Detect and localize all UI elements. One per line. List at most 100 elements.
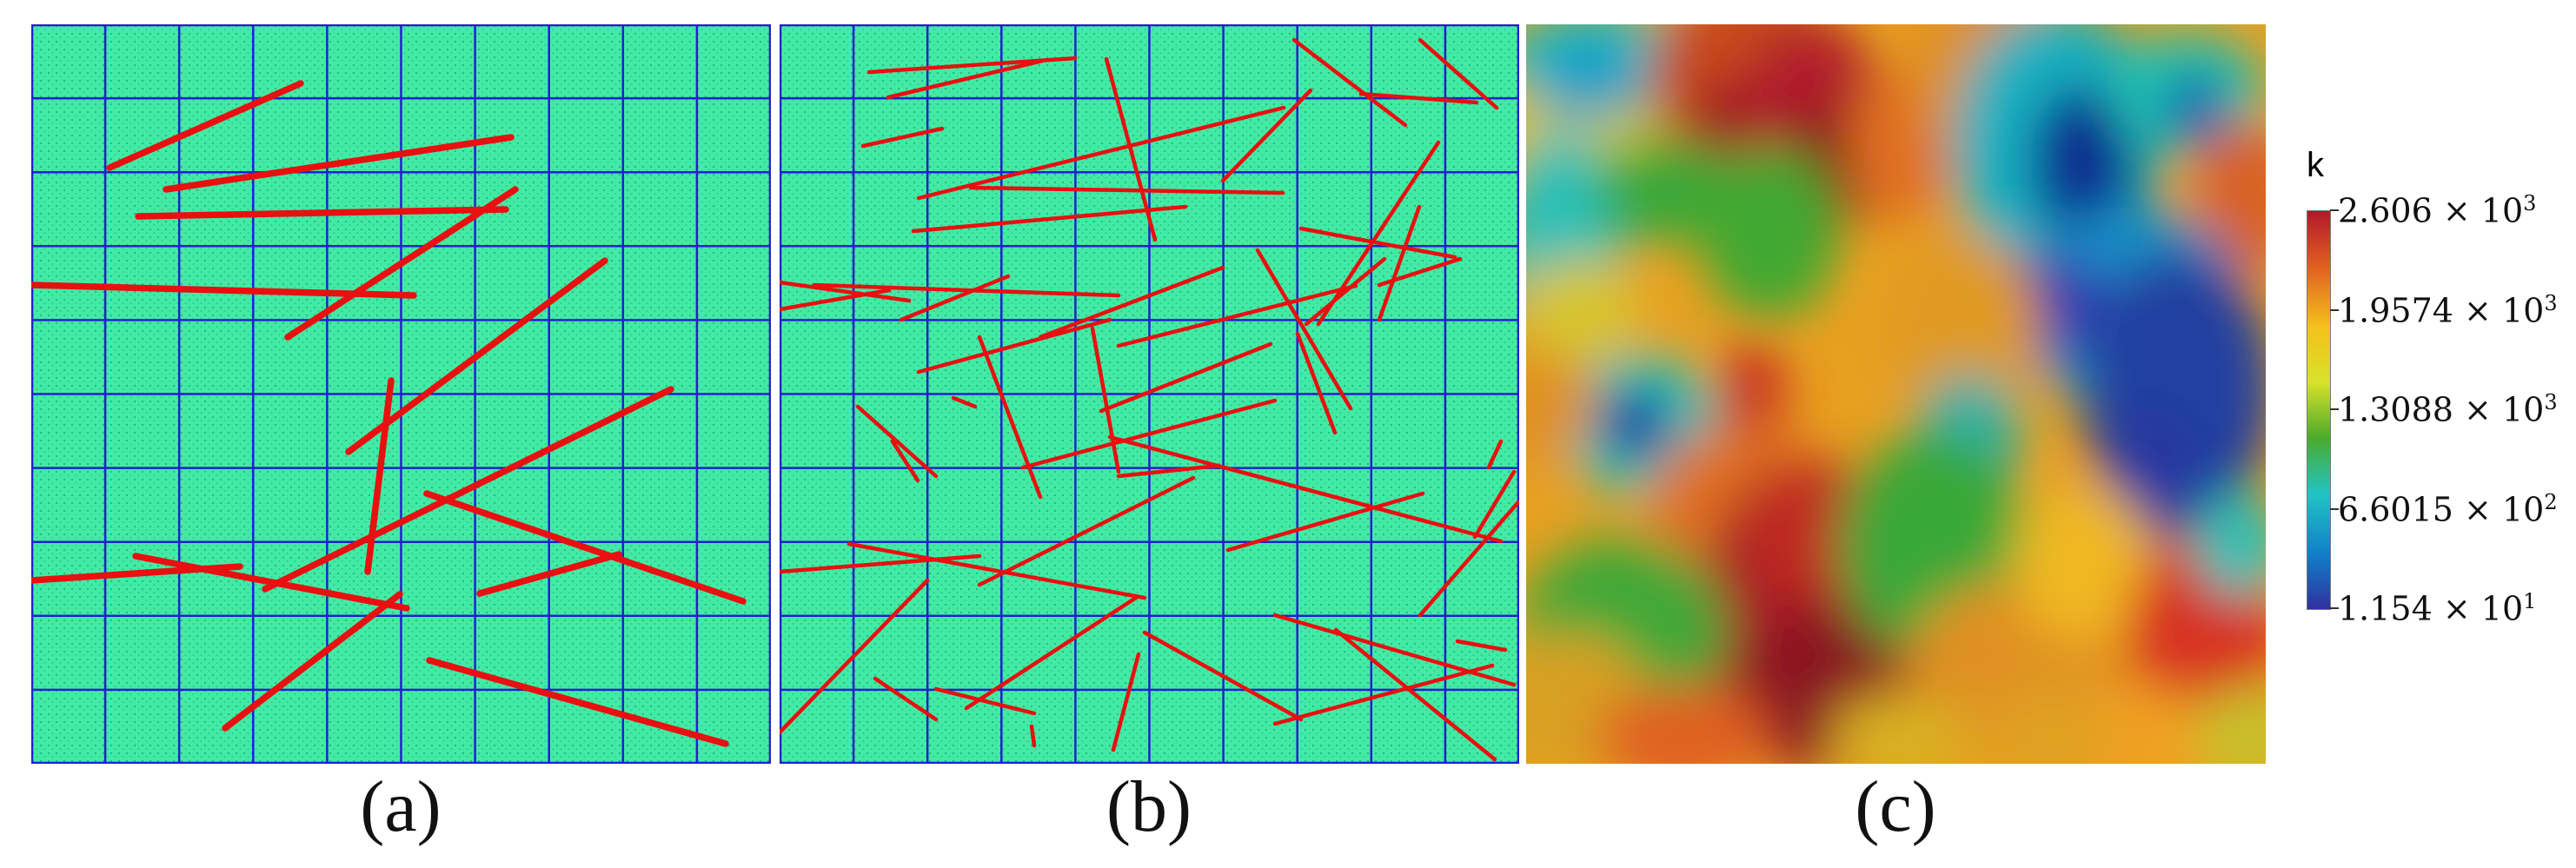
fracture-segment	[476, 551, 622, 597]
colorbar-tick	[2330, 607, 2339, 609]
fracture-segment	[964, 595, 1139, 711]
fracture-segment	[1417, 500, 1519, 618]
fracture-segment	[284, 186, 519, 341]
fracture-segment	[911, 204, 1188, 234]
fracture-segment	[1255, 248, 1353, 411]
fracture-segment	[423, 490, 747, 605]
colorbar-tick	[2330, 507, 2339, 510]
field-blob	[2195, 685, 2266, 764]
fracture-segment	[780, 578, 930, 735]
colorbar-tick-label: 1.3088 × 103	[2338, 390, 2558, 429]
field-blob	[1830, 693, 1969, 764]
field-blobs	[1526, 24, 2266, 764]
fracture-segment	[933, 686, 1037, 716]
fracture-segment	[163, 134, 515, 193]
panel-c-permeability-field	[1526, 24, 2266, 764]
field-blob	[1752, 459, 1856, 598]
fracture-segment	[1377, 204, 1422, 322]
panel-b-canvas	[780, 24, 1519, 764]
field-blob	[1596, 685, 1769, 764]
fracture-segment	[916, 317, 1112, 374]
fracture-segment	[1272, 663, 1495, 726]
fracture-segment	[951, 395, 978, 409]
colorbar-tick-label: 6.6015 × 102	[2338, 489, 2558, 529]
fracture-segment	[977, 335, 1043, 500]
fracture-segment	[1038, 265, 1225, 340]
field-blob	[2195, 494, 2266, 598]
colorbar	[2307, 210, 2331, 610]
fracture-segment	[1272, 613, 1517, 687]
fracture-segment	[916, 105, 1286, 201]
fracture-segment	[1220, 88, 1313, 183]
fracture-segment	[780, 280, 912, 303]
fracture-segment	[780, 288, 892, 312]
fracture-segment	[262, 386, 674, 593]
fracture-segment	[1291, 37, 1408, 128]
caption-c: (c)	[1855, 766, 1936, 847]
colorbar-tick-label: 1.9574 × 103	[2338, 290, 2558, 330]
field-blob	[2030, 85, 2134, 242]
fracture-segment	[812, 282, 1121, 298]
fracture-segment	[977, 475, 1196, 587]
fracture-segment	[1142, 630, 1304, 722]
fracture-segment	[1090, 326, 1121, 474]
fracture-segment	[132, 553, 410, 612]
field-blob	[1526, 259, 1639, 363]
field-blob	[1535, 33, 1639, 120]
fracture-segment	[860, 126, 945, 149]
permeability-heatmap	[1526, 24, 2266, 764]
fracture-segment	[1472, 469, 1517, 540]
fracture-segment	[1116, 283, 1358, 348]
fracture-segment	[846, 541, 1147, 600]
fracture-segment	[1304, 256, 1387, 327]
fracture-segment	[1358, 91, 1479, 105]
fracture-segment	[222, 591, 403, 732]
field-blob	[2165, 72, 2226, 150]
field-blob	[1596, 137, 1735, 242]
fracture-segment	[1020, 398, 1278, 470]
field-blob	[1882, 233, 2039, 424]
panel-a-canvas	[31, 24, 771, 764]
fracture-segment	[1486, 439, 1504, 470]
fracture-segment	[890, 439, 920, 483]
panel-a-fracture-mesh	[31, 24, 771, 764]
fracture-segment	[426, 657, 729, 747]
field-blob	[1987, 685, 2108, 764]
fracture-segment	[968, 185, 1285, 195]
fracture-segment	[855, 404, 939, 479]
fracture-segment	[1298, 226, 1457, 260]
fracture-segment	[345, 257, 608, 455]
fracture-segment	[780, 553, 982, 574]
colorbar-title: k	[2307, 146, 2324, 184]
coarse-grid-a	[31, 24, 771, 764]
panel-b-fracture-mesh	[780, 24, 1519, 764]
fracture-segment	[1455, 639, 1508, 653]
fracture-segment	[886, 58, 1045, 100]
colorbar-tick	[2330, 209, 2339, 211]
fracture-segment	[873, 676, 939, 722]
fracture-segment	[135, 206, 509, 220]
fracture-segment	[1099, 341, 1273, 414]
fracture-segment	[1029, 724, 1037, 748]
fracture-segment	[1417, 37, 1499, 110]
colorbar-tick-label: 2.606 × 103	[2338, 191, 2537, 230]
caption-a: (a)	[360, 766, 442, 847]
fracture-segment	[1225, 491, 1425, 553]
fracture-segment	[1107, 434, 1504, 544]
caption-b: (b)	[1106, 766, 1192, 847]
fracture-segment	[899, 274, 1011, 322]
fracture-segment	[106, 80, 304, 171]
field-blob	[2013, 485, 2152, 641]
colorbar-tick	[2330, 408, 2339, 410]
fracture-segment	[1111, 652, 1141, 752]
fracture-segment	[1116, 463, 1221, 479]
fractures-b	[780, 37, 1519, 762]
fracture-segment	[1333, 627, 1497, 762]
fracture-segment	[1316, 140, 1441, 327]
fractures-a	[31, 80, 747, 747]
field-blob	[1600, 389, 1670, 459]
colorbar-tick	[2330, 308, 2339, 311]
fracture-segment	[1295, 331, 1338, 435]
field-blob	[1700, 146, 1839, 320]
colorbar-tick-label: 1.154 × 101	[2338, 589, 2537, 628]
